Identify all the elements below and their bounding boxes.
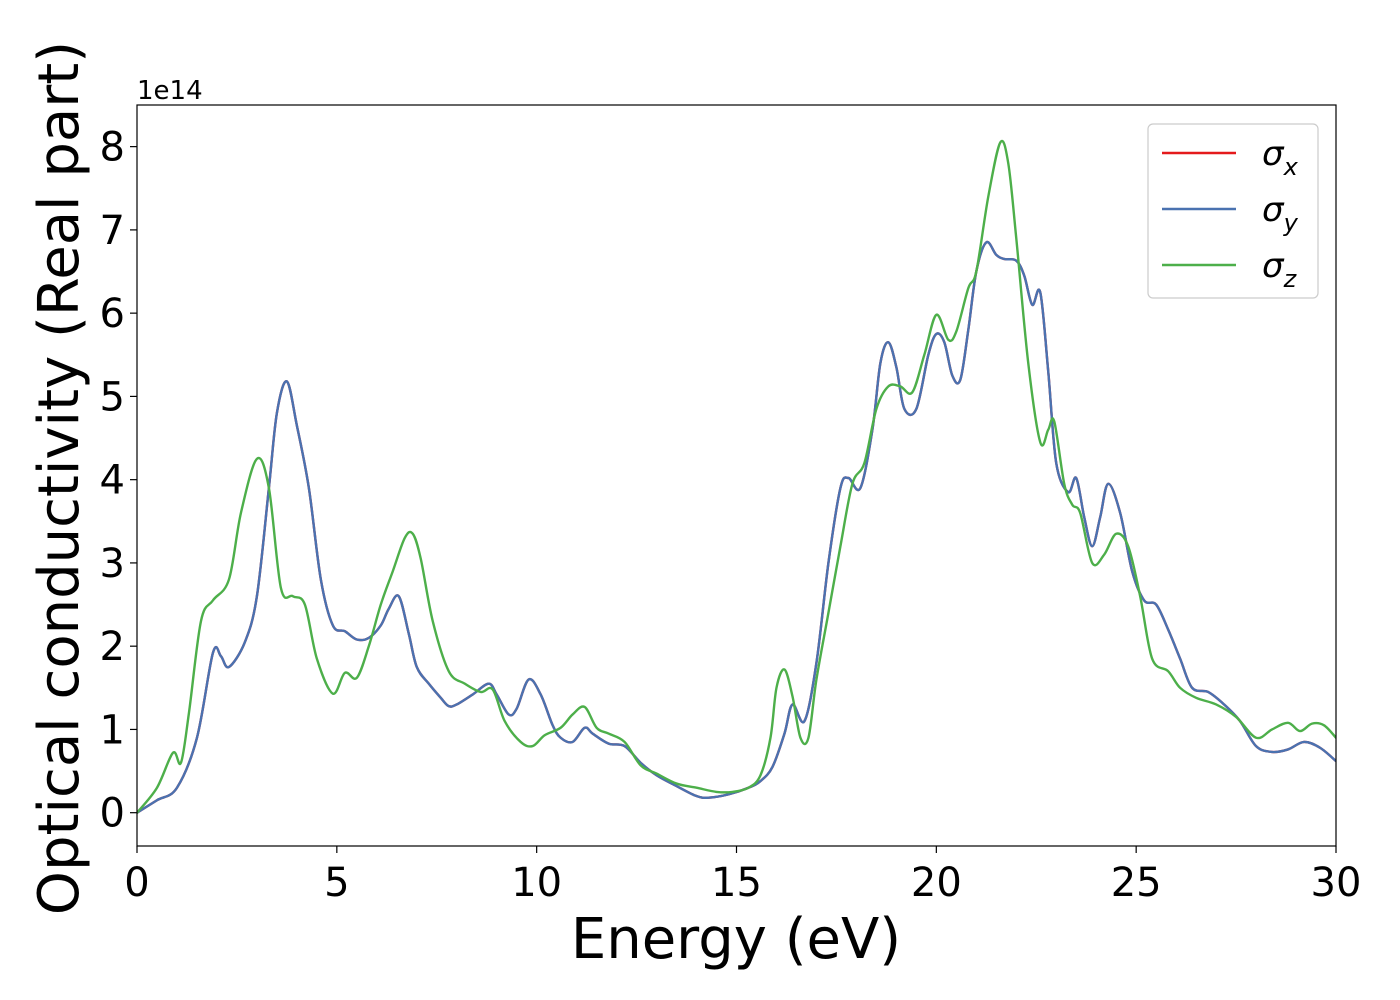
x-tick-label: 30 <box>1311 860 1362 906</box>
y-offset-text: 1e14 <box>137 76 203 106</box>
x-tick-label: 0 <box>124 860 149 906</box>
x-tick-label: 5 <box>324 860 349 906</box>
x-tick-label: 15 <box>711 860 762 906</box>
series-line-sigma-y <box>137 240 1336 814</box>
x-axis-title: Energy (eV) <box>571 907 901 972</box>
y-tick-label: 1 <box>100 707 125 753</box>
y-tick-label: 5 <box>100 374 125 420</box>
y-axis-title: Optical conductivity (Real part) <box>27 41 92 915</box>
y-tick-label: 2 <box>100 624 125 670</box>
series-layer <box>137 139 1336 814</box>
y-tick-label: 6 <box>100 291 125 337</box>
x-tick-label: 20 <box>911 860 962 906</box>
x-tick-label: 10 <box>511 860 562 906</box>
y-tick-label: 3 <box>100 541 125 587</box>
legend-label: σy <box>1262 190 1299 237</box>
y-tick-label: 0 <box>100 791 125 837</box>
y-axis: 0 1 2 3 4 5 6 7 8 <box>100 125 137 837</box>
series-line-sigma-z <box>137 139 1336 814</box>
legend-box <box>1147 123 1319 299</box>
plot-background <box>137 105 1336 846</box>
x-axis: 0 5 10 15 20 25 30 <box>124 846 1361 906</box>
x-tick-label: 25 <box>1111 860 1162 906</box>
y-tick-label: 4 <box>100 458 125 504</box>
y-tick-label: 8 <box>100 125 125 171</box>
y-tick-label: 7 <box>100 208 125 254</box>
